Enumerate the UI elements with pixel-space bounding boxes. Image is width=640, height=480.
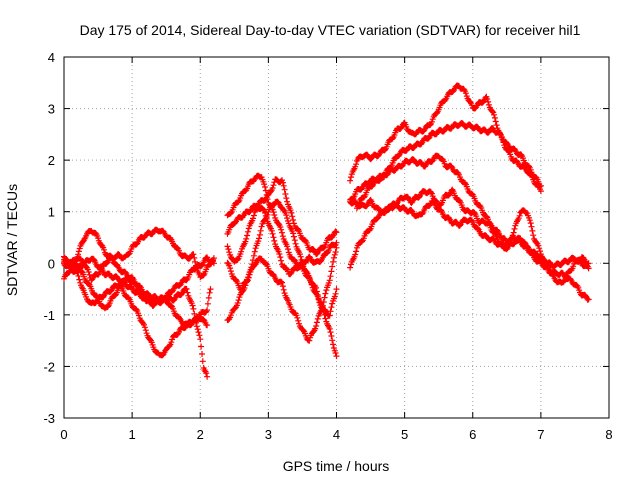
x-tick-label: 1 xyxy=(129,427,136,442)
data-series-pass-1e xyxy=(61,254,211,380)
series-markers xyxy=(347,186,592,272)
data-series-pass-2c xyxy=(224,176,340,258)
data-series-pass-1a xyxy=(61,226,217,282)
y-tick-label: -3 xyxy=(43,411,55,426)
grid xyxy=(64,57,609,418)
y-tick-label: 2 xyxy=(48,153,55,168)
y-tick-labels: -3 -2 -1 0 1 2 3 4 xyxy=(43,50,55,426)
series-markers xyxy=(61,226,217,282)
x-tick-label: 4 xyxy=(333,427,340,442)
y-tick-label: -1 xyxy=(43,308,55,323)
chart-title: Day 175 of 2014, Sidereal Day-to-day VTE… xyxy=(80,22,581,38)
data-series-pass-3c xyxy=(347,186,592,272)
data-series-pass-3e xyxy=(347,198,592,286)
series-markers xyxy=(61,254,211,380)
series-markers xyxy=(224,176,340,258)
series-markers xyxy=(224,204,340,278)
x-tick-labels: 0 1 2 3 4 5 6 7 8 xyxy=(60,427,612,442)
series-markers xyxy=(353,152,592,303)
series-markers xyxy=(347,198,592,286)
series-layer xyxy=(61,82,592,380)
y-tick-label: 3 xyxy=(48,102,55,117)
y-tick-label: 0 xyxy=(48,256,55,271)
x-tick-label: 0 xyxy=(60,427,67,442)
x-tick-label: 5 xyxy=(401,427,408,442)
ticks xyxy=(63,56,610,419)
y-tick-label: 1 xyxy=(48,205,55,220)
x-tick-label: 7 xyxy=(537,427,544,442)
x-tick-label: 8 xyxy=(605,427,612,442)
data-series-pass-2b xyxy=(224,198,340,360)
series-markers xyxy=(224,244,340,344)
y-tick-label: -2 xyxy=(43,359,55,374)
data-series-pass-2e xyxy=(224,204,340,278)
data-series-pass-3d xyxy=(353,152,592,303)
x-tick-label: 3 xyxy=(265,427,272,442)
x-tick-label: 2 xyxy=(197,427,204,442)
y-tick-label: 4 xyxy=(48,50,55,65)
data-series-pass-2d xyxy=(224,244,340,344)
y-axis-label: SDTVAR / TECUs xyxy=(4,184,20,296)
x-axis-label: GPS time / hours xyxy=(283,458,390,474)
x-tick-label: 6 xyxy=(469,427,476,442)
series-markers xyxy=(224,198,340,360)
